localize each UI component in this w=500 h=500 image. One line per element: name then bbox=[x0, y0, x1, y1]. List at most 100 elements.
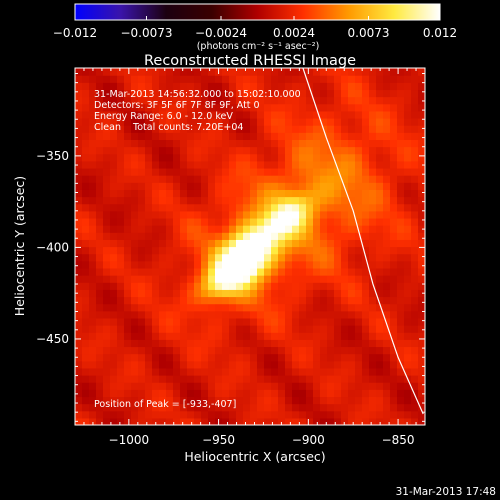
heatmap-cell bbox=[89, 89, 97, 98]
heatmap-cell bbox=[369, 346, 377, 355]
heatmap-cell bbox=[117, 217, 125, 226]
heatmap-cell bbox=[250, 367, 258, 376]
heatmap-cell bbox=[222, 303, 230, 312]
heatmap-cell bbox=[152, 260, 160, 269]
heatmap-cell bbox=[390, 146, 398, 155]
heatmap-cell bbox=[138, 339, 146, 348]
heatmap-cell bbox=[404, 203, 412, 212]
heatmap-cell bbox=[145, 203, 153, 212]
heatmap-cell bbox=[187, 203, 195, 212]
heatmap-cell bbox=[180, 68, 188, 76]
heatmap-cell bbox=[152, 239, 160, 248]
heatmap-cell bbox=[334, 182, 342, 190]
heatmap-cell bbox=[390, 89, 398, 98]
heatmap-cell bbox=[243, 260, 251, 269]
heatmap-cell bbox=[250, 332, 258, 340]
heatmap-cell bbox=[397, 310, 405, 319]
heatmap-cell bbox=[201, 239, 209, 248]
heatmap-cell bbox=[117, 275, 125, 283]
heatmap-cell bbox=[110, 289, 118, 298]
heatmap-cell bbox=[215, 389, 223, 398]
heatmap-cell bbox=[285, 103, 293, 112]
heatmap-cell bbox=[313, 125, 321, 133]
heatmap-cell bbox=[264, 317, 272, 326]
heatmap-cell bbox=[82, 75, 90, 83]
heatmap-cell bbox=[138, 317, 146, 326]
heatmap-cell bbox=[215, 153, 223, 162]
heatmap-cell bbox=[341, 117, 349, 126]
heatmap-cell bbox=[117, 289, 125, 298]
heatmap-cell bbox=[131, 203, 139, 212]
heatmap-cell bbox=[145, 217, 153, 226]
heatmap-cell bbox=[376, 267, 384, 276]
heatmap-cell bbox=[159, 189, 167, 198]
heatmap-cell bbox=[334, 232, 342, 240]
heatmap-cell bbox=[166, 196, 174, 205]
heatmap-cell bbox=[369, 96, 377, 105]
heatmap-cell bbox=[222, 396, 230, 405]
heatmap-cell bbox=[320, 375, 328, 383]
heatmap-cell bbox=[327, 117, 335, 126]
heatmap-cell bbox=[390, 382, 398, 390]
heatmap-cell bbox=[152, 325, 160, 333]
heatmap-cell bbox=[257, 203, 265, 212]
heatmap-cell bbox=[110, 310, 118, 319]
heatmap-cell bbox=[222, 282, 230, 290]
heatmap-cell bbox=[341, 382, 349, 390]
heatmap-cell bbox=[124, 417, 132, 425]
heatmap-cell bbox=[152, 189, 160, 198]
heatmap-cell bbox=[278, 182, 286, 190]
heatmap-cell bbox=[103, 246, 111, 255]
heatmap-cell bbox=[236, 332, 244, 340]
heatmap-cell bbox=[285, 275, 293, 283]
heatmap-cell bbox=[138, 360, 146, 369]
heatmap-cell bbox=[313, 267, 321, 276]
heatmap-cell bbox=[89, 346, 97, 355]
heatmap-cell bbox=[117, 317, 125, 326]
heatmap-cell bbox=[264, 232, 272, 240]
heatmap-cell bbox=[236, 110, 244, 119]
heatmap-cell bbox=[383, 346, 391, 355]
heatmap-cell bbox=[341, 125, 349, 133]
heatmap-cell bbox=[264, 210, 272, 219]
heatmap-cell bbox=[117, 246, 125, 255]
heatmap-cell bbox=[418, 232, 425, 240]
heatmap-cell bbox=[264, 68, 272, 76]
heatmap-cell bbox=[103, 410, 111, 419]
heatmap-cell bbox=[390, 132, 398, 140]
heatmap-cell bbox=[208, 96, 216, 105]
heatmap-cell bbox=[320, 275, 328, 283]
heatmap-cell bbox=[257, 232, 265, 240]
heatmap-cell bbox=[292, 360, 300, 369]
heatmap-cell bbox=[306, 382, 314, 390]
heatmap-cell bbox=[194, 160, 202, 169]
heatmap-cell bbox=[257, 125, 265, 133]
heatmap-cell bbox=[299, 382, 307, 390]
heatmap-cell bbox=[299, 339, 307, 348]
heatmap-cell bbox=[229, 275, 237, 283]
heatmap-cell bbox=[369, 253, 377, 262]
heatmap-cell bbox=[397, 68, 405, 76]
heatmap-cell bbox=[75, 303, 83, 312]
x-tick-label: −1000 bbox=[109, 433, 150, 447]
heatmap-cell bbox=[348, 82, 356, 91]
heatmap-cell bbox=[341, 339, 349, 348]
heatmap-cell bbox=[285, 132, 293, 140]
heatmap-cell bbox=[208, 182, 216, 190]
heatmap-cell bbox=[369, 203, 377, 212]
heatmap-cell bbox=[390, 96, 398, 105]
heatmap-cell bbox=[271, 153, 279, 162]
heatmap-cell bbox=[397, 217, 405, 226]
heatmap-cell bbox=[327, 239, 335, 248]
heatmap-cell bbox=[110, 267, 118, 276]
heatmap-cell bbox=[397, 289, 405, 298]
heatmap-cell bbox=[341, 75, 349, 83]
heatmap-cell bbox=[110, 125, 118, 133]
heatmap-cell bbox=[320, 89, 328, 98]
heatmap-cell bbox=[201, 196, 209, 205]
heatmap-cell bbox=[236, 82, 244, 91]
heatmap-cell bbox=[264, 325, 272, 333]
heatmap-cell bbox=[313, 68, 321, 76]
heatmap-cell bbox=[152, 146, 160, 155]
heatmap-cell bbox=[418, 253, 425, 262]
